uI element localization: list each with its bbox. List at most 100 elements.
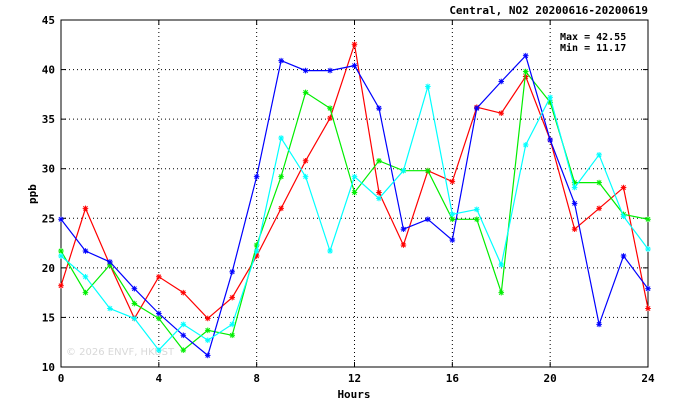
data-point — [473, 105, 480, 112]
data-point — [253, 248, 260, 254]
data-point — [498, 289, 505, 296]
watermark: © 2026 ENVF, HKUST — [66, 347, 175, 358]
data-point — [278, 173, 284, 180]
data-point — [131, 315, 138, 322]
data-point — [156, 315, 162, 322]
data-point — [302, 157, 309, 164]
data-point — [522, 68, 529, 75]
data-point — [204, 315, 211, 322]
data-point — [180, 332, 187, 339]
data-point — [571, 200, 578, 207]
data-point — [302, 89, 309, 96]
data-point — [400, 167, 407, 174]
data-point — [425, 167, 431, 174]
data-point — [645, 305, 651, 312]
data-point — [351, 62, 358, 69]
data-point — [229, 332, 236, 339]
min-stat: Min = 11.17 — [560, 42, 626, 54]
data-point — [596, 321, 602, 328]
series-1 — [58, 41, 651, 322]
series-line — [60, 44, 649, 320]
series-2 — [58, 68, 651, 353]
data-point — [302, 173, 309, 180]
y-tick-label: 25 — [42, 212, 55, 225]
data-point — [522, 52, 529, 59]
x-tick-label: 16 — [446, 372, 460, 385]
data-point — [58, 216, 64, 223]
data-point — [351, 173, 358, 180]
chart-title: Central, NO2 20200616-20200619 — [449, 4, 648, 17]
data-point — [645, 246, 651, 252]
data-point — [204, 352, 211, 359]
y-tick-label: 10 — [42, 361, 55, 374]
data-point — [327, 115, 333, 121]
series-group — [58, 41, 651, 359]
data-point — [596, 152, 602, 158]
data-point — [498, 78, 505, 85]
y-tick-label: 20 — [42, 262, 55, 275]
data-point — [156, 347, 162, 353]
data-point — [376, 189, 382, 196]
y-tick-label: 15 — [42, 311, 55, 324]
data-point — [253, 173, 260, 180]
data-point — [571, 226, 578, 232]
data-point — [278, 135, 284, 141]
data-point — [376, 195, 382, 202]
data-point — [180, 347, 187, 353]
data-point — [498, 262, 505, 268]
data-point — [547, 137, 553, 143]
data-point — [596, 205, 602, 212]
y-tick-label: 45 — [42, 14, 55, 27]
data-point — [351, 41, 358, 48]
axis-ticks: 0 4 8 12 16 20 24 10 15 20 25 30 35 40 45 — [42, 14, 655, 385]
x-tick-label: 20 — [544, 372, 557, 385]
data-point — [131, 300, 138, 307]
data-point — [82, 205, 89, 212]
x-tick-label: 12 — [348, 372, 361, 385]
data-point — [376, 157, 382, 164]
x-tick-label: 8 — [253, 372, 260, 385]
x-axis-label: Hours — [337, 388, 370, 401]
data-point — [522, 142, 529, 148]
data-point — [107, 305, 113, 312]
data-point — [82, 248, 89, 254]
y-tick-label: 30 — [42, 163, 55, 176]
y-tick-label: 35 — [42, 113, 55, 126]
data-point — [82, 273, 89, 280]
y-tick-label: 40 — [42, 64, 55, 77]
data-point — [547, 94, 553, 101]
data-point — [58, 248, 64, 254]
data-point — [596, 179, 602, 186]
data-point — [107, 259, 113, 265]
data-point — [449, 216, 456, 223]
data-point — [82, 289, 89, 296]
x-tick-label: 4 — [156, 372, 163, 385]
data-point — [278, 57, 284, 64]
data-point — [229, 269, 236, 275]
max-stat: Max = 42.55 — [560, 32, 626, 43]
data-point — [645, 285, 651, 292]
data-point — [449, 211, 456, 218]
data-point — [473, 206, 480, 213]
data-point — [180, 321, 187, 328]
data-point — [327, 67, 333, 74]
data-point — [449, 178, 456, 185]
data-point — [620, 213, 627, 220]
data-point — [229, 294, 236, 301]
data-point — [498, 110, 505, 116]
data-point — [620, 184, 627, 191]
data-point — [204, 327, 211, 334]
series-3 — [58, 52, 651, 359]
data-point — [400, 242, 407, 248]
data-point — [400, 226, 407, 232]
data-point — [58, 253, 64, 259]
data-point — [156, 273, 162, 280]
data-point — [425, 216, 431, 223]
data-point — [425, 83, 431, 90]
series-4 — [58, 83, 651, 353]
data-point — [473, 216, 480, 223]
data-point — [327, 105, 333, 112]
data-point — [278, 205, 284, 212]
data-point — [156, 310, 162, 317]
